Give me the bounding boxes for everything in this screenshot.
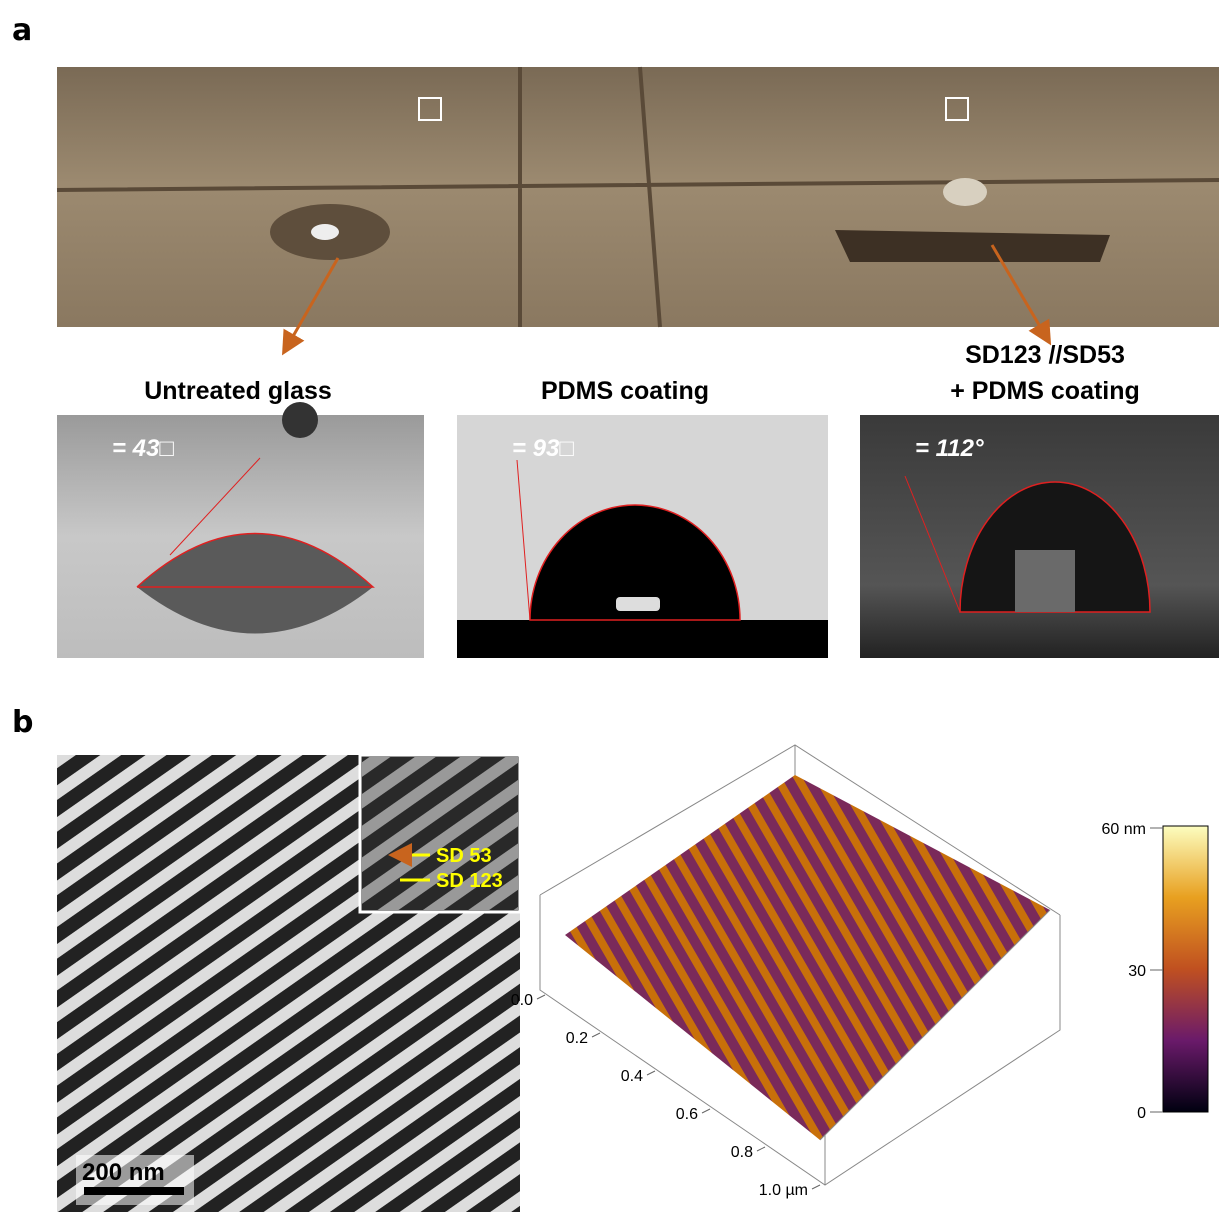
tick-label: 0.6 xyxy=(676,1106,698,1123)
tick-label: 30 xyxy=(1128,963,1146,980)
sample-title: Untreated glass xyxy=(144,377,332,405)
colorbar xyxy=(1163,826,1208,1112)
tick-label: 60 nm xyxy=(1102,821,1146,838)
tick xyxy=(647,1071,655,1075)
contact-angle: = 43□ xyxy=(112,435,174,462)
tick-label: 0.4 xyxy=(621,1068,643,1085)
scale-bar xyxy=(84,1187,184,1195)
inset-label: SD 53 xyxy=(436,845,492,867)
tick xyxy=(592,1033,600,1037)
tick-label: 0 xyxy=(1137,1105,1146,1122)
tick-label: 1.0 µm xyxy=(759,1182,808,1199)
sample-title: + PDMS coating xyxy=(950,377,1140,405)
colorbar-axis: 60 nm 30 0 xyxy=(1102,821,1163,1122)
panel-label: b xyxy=(12,705,33,740)
contact-angle: = 112° xyxy=(915,435,984,462)
tick xyxy=(757,1147,765,1151)
tick-label: 0.8 xyxy=(731,1144,753,1161)
tick xyxy=(702,1109,710,1113)
droplet xyxy=(943,178,987,206)
coated-area xyxy=(835,230,1110,262)
inset-label: SD 123 xyxy=(436,870,503,892)
tick xyxy=(812,1185,820,1189)
tick-label: 0.2 xyxy=(566,1030,588,1047)
panel-label: a xyxy=(12,13,32,48)
sample-title: SD123 //SD53 xyxy=(965,341,1125,369)
scale-label: 200 nm xyxy=(82,1159,165,1186)
figure: a Untreated glass PDMS coating SD123 //S… xyxy=(0,0,1219,1212)
substrate xyxy=(457,620,828,658)
reflection xyxy=(616,597,660,611)
contact-angle: = 93□ xyxy=(512,435,574,462)
reflection xyxy=(1015,550,1075,612)
tick xyxy=(537,995,545,999)
sample-title: PDMS coating xyxy=(541,377,709,405)
photo xyxy=(57,67,1219,327)
droplet-highlight xyxy=(311,224,339,240)
needle-drop xyxy=(282,402,318,438)
surface xyxy=(565,775,1050,1140)
tick-label: 0.0 xyxy=(511,992,533,1009)
